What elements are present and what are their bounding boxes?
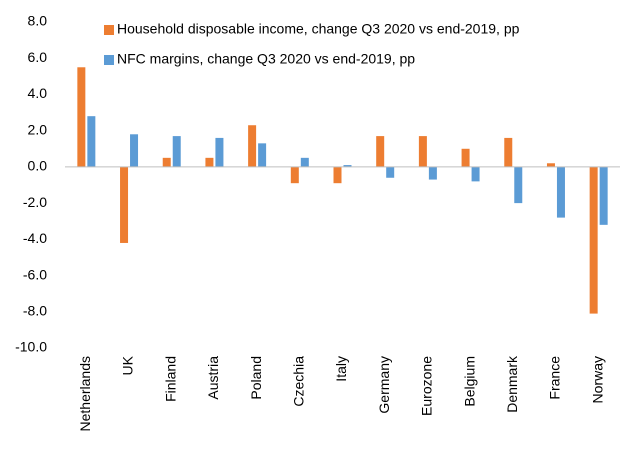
x-tick-label: Eurozone bbox=[419, 356, 435, 416]
bar bbox=[120, 166, 129, 243]
x-tick-label: Netherlands bbox=[77, 356, 93, 432]
bar bbox=[87, 116, 96, 167]
y-tick-label: -6.0 bbox=[23, 266, 47, 282]
y-tick-label: -10.0 bbox=[15, 339, 47, 355]
bar bbox=[343, 165, 352, 167]
bar bbox=[205, 157, 214, 167]
bar bbox=[300, 157, 309, 167]
bar bbox=[546, 163, 555, 167]
legend-marker bbox=[104, 25, 114, 35]
x-tick-label: Belgium bbox=[461, 356, 477, 407]
x-tick-label: Germany bbox=[376, 356, 392, 414]
bar bbox=[418, 136, 427, 167]
legend-label: NFC margins, change Q3 2020 vs end-2019,… bbox=[117, 51, 415, 67]
y-tick-label: 8.0 bbox=[28, 13, 48, 29]
bar bbox=[599, 166, 608, 225]
y-tick-label: 6.0 bbox=[28, 49, 48, 65]
bar bbox=[386, 166, 395, 178]
y-tick-label: 2.0 bbox=[28, 121, 48, 137]
bar bbox=[504, 137, 513, 167]
bar bbox=[162, 157, 171, 167]
bar bbox=[556, 166, 565, 218]
y-tick-label: -4.0 bbox=[23, 230, 47, 246]
legend-label: Household disposable income, change Q3 2… bbox=[117, 21, 520, 37]
bar bbox=[428, 166, 437, 180]
x-tick-label: Italy bbox=[333, 356, 349, 382]
x-tick-label: Austria bbox=[205, 356, 221, 400]
y-tick-label: 4.0 bbox=[28, 85, 48, 101]
bar bbox=[461, 148, 470, 167]
legend-marker bbox=[104, 55, 114, 65]
bar bbox=[248, 125, 257, 167]
bar bbox=[215, 137, 224, 167]
bar bbox=[172, 136, 181, 167]
bar bbox=[589, 166, 598, 314]
x-tick-label: France bbox=[547, 356, 563, 400]
x-tick-label: Norway bbox=[589, 356, 605, 403]
bar bbox=[376, 136, 385, 167]
x-tick-label: UK bbox=[120, 355, 136, 375]
x-tick-label: Denmark bbox=[504, 355, 520, 413]
x-tick-label: Finland bbox=[162, 356, 178, 402]
bar bbox=[333, 166, 342, 184]
bar bbox=[471, 166, 480, 182]
y-tick-label: -8.0 bbox=[23, 302, 47, 318]
bar bbox=[130, 134, 139, 167]
bar bbox=[290, 166, 299, 184]
bar bbox=[77, 67, 86, 167]
x-tick-label: Czechia bbox=[291, 356, 307, 407]
bar bbox=[514, 166, 523, 204]
y-tick-label: 0.0 bbox=[28, 158, 48, 174]
x-tick-label: Poland bbox=[248, 356, 264, 400]
bar bbox=[258, 143, 267, 167]
y-tick-label: -2.0 bbox=[23, 194, 47, 210]
